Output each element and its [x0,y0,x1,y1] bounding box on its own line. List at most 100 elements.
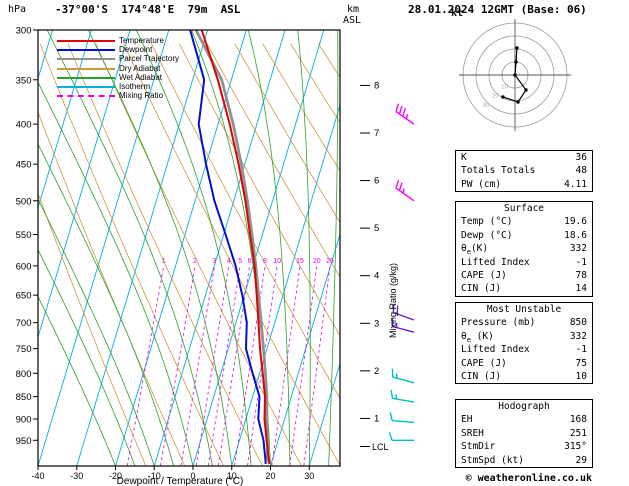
mixing-ratio-line [271,265,301,466]
pressure-axis-unit: hPa [8,4,27,15]
hodograph-point [501,95,505,99]
dry-adiabat-line [234,43,340,224]
legend-item: Temperature [57,36,179,45]
pressure-tick-label: 600 [16,261,32,272]
temp-tick-label: -10 [148,471,161,481]
theta-e-subscript: e [466,248,471,257]
datetime-title: 28.01.2024 12GMT (Base: 06) [408,3,587,16]
mixing-ratio-line [303,265,331,466]
parcel-trajectory-curve [194,30,271,465]
barb-full [395,103,400,112]
stat-value: 850 [569,317,587,329]
dry-adiabat-line [95,43,302,466]
wet-adiabat-line [38,81,194,466]
barb-shaft [392,397,415,403]
stat-value: 332 [569,243,587,255]
plot-area [0,30,340,466]
table-row: θe (K) 332 [456,330,592,344]
wind-barb [388,432,414,441]
legend-label: Dewpoint [119,44,153,54]
stat-label: Pressure (mb) [461,317,536,329]
temperature-axis-label: Dewpoint / Temperature (°C) [116,476,244,486]
km-tick-label: 2 [374,366,379,377]
pressure-tick-label: 400 [16,120,32,131]
table-row: Lifted Index -1 [456,343,592,356]
mixing-ratio-line [180,265,215,466]
pressure-tick-label: 950 [16,436,32,447]
pressure-tick-label: 550 [16,230,32,241]
barb-full [389,412,393,421]
stat-label: EH [461,414,473,426]
km-tick-label: 3 [374,318,379,329]
wind-barb [391,318,415,333]
hodograph-unit-label: kt [451,8,464,19]
dry-adiabat-line [39,43,224,466]
pressure-tick-label: 700 [16,318,32,329]
stat-value: 19.6 [564,216,587,228]
km-tick-label: 4 [374,271,379,282]
wet-adiabat-line [38,198,155,466]
stat-label: K [461,152,467,163]
pressure-tick-label: 850 [16,392,32,403]
km-tick-label: 6 [374,176,379,187]
dewpoint-curve [189,30,267,464]
table-row: CAPE (J) 75 [456,357,592,370]
mixing-ratio-line [126,265,165,466]
stat-value: 78 [575,269,587,281]
table-row: StmDir 315° [456,440,592,453]
barb-full [388,432,393,441]
parcel-trajectory-swatch [57,58,115,61]
stat-value: 4.11 [564,178,587,190]
stat-value: 315° [564,441,587,453]
barb-shaft [395,110,415,125]
dry-adiabat-swatch [57,67,115,70]
stats-table-most-unstable: Most Unstable Pressure (mb) 850 θe (K) 332 Li… [455,302,593,385]
temp-tick-label: 0 [190,471,195,481]
table-row: Lifted Index -1 [456,256,592,269]
mixing-ratio-value-label: 8 [263,258,267,265]
pressure-tick-label: 900 [16,414,32,425]
stats-table-hodograph: Hodograph EH 168 SREH 251 StmDir 315° StmSpd (k… [455,399,593,468]
hodograph-point [513,73,517,77]
pressure-tick-label: 450 [16,160,32,171]
table-row: CAPE (J) 78 [456,269,592,282]
legend-item: Parcel Trajectory [57,55,179,64]
mixing-ratio-line [217,265,250,466]
stat-value: 10 [575,370,587,382]
barb-full [398,105,403,115]
dry-adiabat-line [123,43,340,466]
wet-adiabat-line [136,30,252,466]
barb-half [395,394,398,400]
pressure-tick-label: 800 [16,369,32,380]
wind-barb [395,103,415,125]
table-row: Pressure (mb) 850 [456,316,592,329]
dry-adiabat-line [178,43,340,337]
pressure-tick-label: 500 [16,196,32,207]
stat-value: 14 [575,283,587,295]
stat-value: 48 [575,165,587,177]
stat-label: SREH [461,427,484,439]
temp-tick-label: 20 [265,471,275,481]
pressure-tick-label: 650 [16,291,32,302]
pressure-tick-label: 350 [16,75,32,86]
barb-full [402,108,407,117]
table-row: CIN (J) 14 [456,282,592,295]
hodograph-ring-label: 10 [501,83,509,90]
stat-value: 29 [575,454,587,466]
wet-adiabat-line [88,30,233,466]
barb-full [390,389,394,399]
legend-label: Temperature [119,35,164,45]
wet-adiabat-line [297,30,311,466]
wind-barbs [388,103,415,441]
stat-value: 332 [569,330,587,342]
isotherm-line [0,30,14,466]
wind-barb [389,412,415,424]
mixing-ratio-value-label: 2 [193,258,197,265]
barb-shaft [395,187,415,202]
km-tick-label: 5 [374,223,379,234]
temperature-swatch [57,39,115,42]
table-row: CIN (J) 10 [456,370,592,383]
table-row: Temp (°C) 19.6 [456,215,592,228]
table-title: Surface [503,203,545,214]
